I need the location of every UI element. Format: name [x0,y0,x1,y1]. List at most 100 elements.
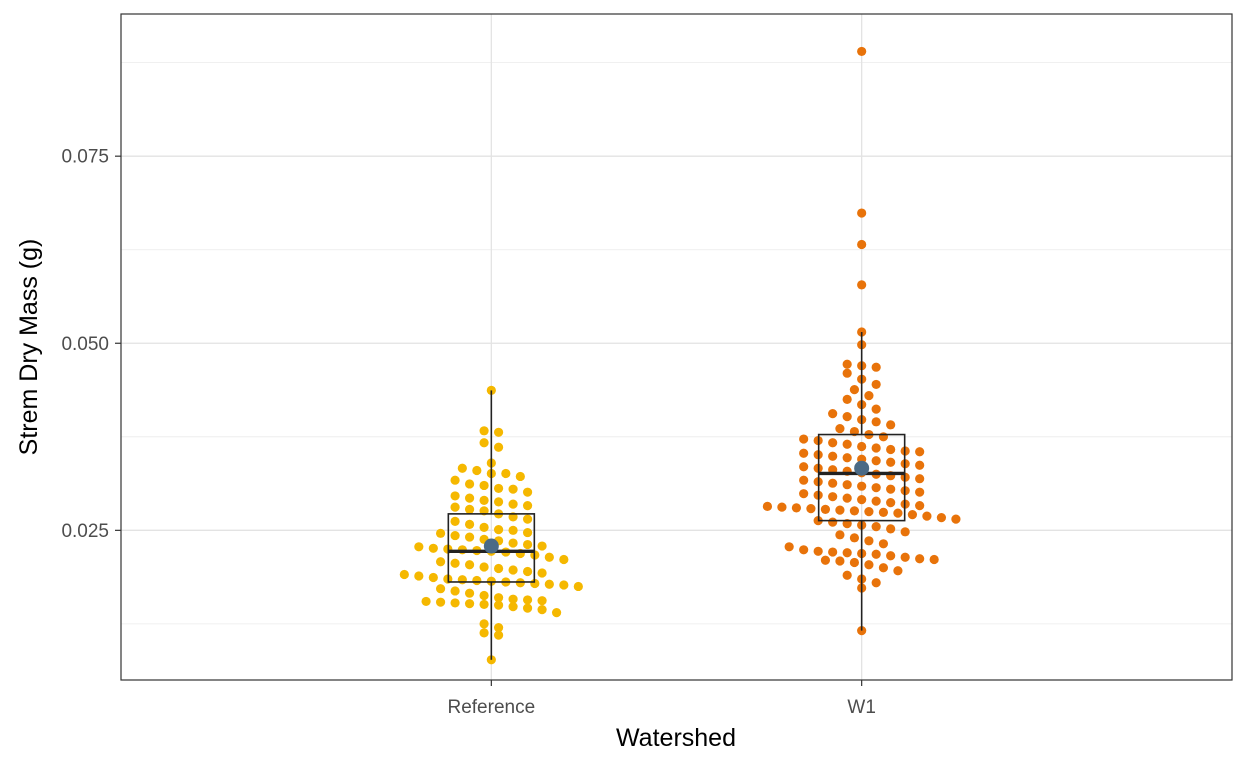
data-point [457,575,467,585]
data-point [559,580,569,590]
data-point [915,460,925,470]
data-point [493,593,504,603]
data-point [464,588,475,598]
data-point [493,442,504,452]
data-point [813,546,823,556]
data-point [399,569,409,580]
data-point [878,539,889,549]
data-point [842,394,852,404]
data-point [893,508,903,518]
data-point [857,441,867,452]
data-point [493,483,504,494]
data-point [493,524,504,535]
data-point [522,603,533,613]
data-point [799,434,809,444]
data-point [915,487,925,497]
data-point [799,489,809,499]
data-point [493,497,504,507]
data-point [479,619,489,629]
data-point [878,432,889,442]
data-point [886,498,896,508]
data-point [842,359,852,369]
data-point [508,602,518,612]
data-point [842,453,852,463]
data-point [828,492,838,502]
data-point [799,462,809,472]
data-point [886,444,896,455]
y-axis-title: Strem Dry Mass (g) [15,239,43,456]
data-point [828,409,838,419]
data-point [522,527,533,538]
data-point [886,484,896,494]
data-point [479,599,489,610]
data-point [915,474,925,484]
data-point [530,578,540,589]
data-point [900,552,910,562]
data-point [508,525,518,535]
data-point [871,379,881,390]
data-point [857,481,867,491]
data-point [871,417,881,427]
data-point [537,568,547,578]
data-point [871,496,881,506]
data-point [428,572,438,583]
data-point [464,519,475,529]
data-point [479,562,489,572]
data-point [464,493,475,503]
data-point [849,385,860,395]
data-point [864,560,874,570]
data-point [479,438,489,448]
data-point [806,504,816,514]
data-point [842,439,852,449]
data-point [508,499,518,509]
data-point [522,501,533,511]
data-point [936,513,947,523]
data-point [835,556,845,566]
data-point [878,563,889,573]
data-point [522,539,533,550]
data-point [479,426,489,436]
data-point [857,495,867,505]
data-point [886,551,896,561]
data-point [951,514,961,524]
plot-panel-border [120,13,1233,681]
data-point [472,575,482,586]
iqr-box [447,513,536,583]
data-point [871,521,881,532]
data-point [464,560,475,570]
data-point [479,590,489,601]
data-point [428,543,438,553]
data-point [450,558,460,568]
data-point [791,503,802,513]
data-point [871,443,881,453]
data-point [522,487,533,497]
data-point [835,423,845,434]
data-point [871,549,881,559]
data-point [559,554,569,565]
data-point [493,623,504,633]
data-point [857,46,867,57]
data-point [522,514,533,524]
data-point [849,506,860,516]
data-point [842,493,852,503]
data-point [857,208,867,218]
data-point [886,457,896,467]
data-point [799,475,809,485]
data-point [435,528,446,538]
data-point [450,475,460,485]
data-point [414,542,424,552]
data-point [871,362,881,372]
data-point [828,478,838,488]
data-point [522,595,533,605]
data-point [907,510,918,520]
data-point [450,502,460,512]
axes: 0.025 0.050 0.075 Reference W1 [61,147,875,718]
data-point [464,504,475,514]
data-point [551,608,562,618]
data-point [493,600,504,610]
data-point [464,532,475,542]
data-point [886,524,896,534]
data-point [450,598,460,608]
data-point [493,563,504,574]
